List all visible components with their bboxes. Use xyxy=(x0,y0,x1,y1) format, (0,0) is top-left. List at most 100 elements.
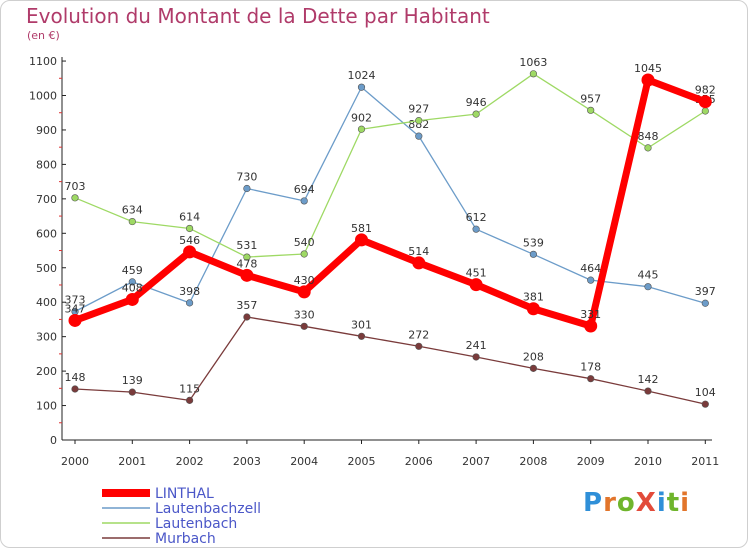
x-tick-label: 2007 xyxy=(462,455,490,468)
data-point xyxy=(240,268,254,282)
data-point xyxy=(644,144,652,152)
data-point xyxy=(300,322,308,330)
logo-letter: r xyxy=(603,488,617,518)
legend-label: Murbach xyxy=(155,531,216,547)
data-point xyxy=(355,233,368,247)
data-label: 730 xyxy=(236,171,257,184)
data-label: 946 xyxy=(466,96,487,109)
data-point xyxy=(186,224,194,233)
data-label: 902 xyxy=(351,111,372,124)
data-label: 115 xyxy=(179,382,200,395)
data-point xyxy=(415,132,423,140)
data-label: 581 xyxy=(351,222,372,235)
data-label: 546 xyxy=(179,234,200,247)
chart-title: Evolution du Montant de la Dette par Hab… xyxy=(26,4,490,28)
data-point xyxy=(472,110,480,118)
data-point xyxy=(68,313,82,327)
data-label: 694 xyxy=(294,183,315,196)
y-tick-label: 200 xyxy=(36,365,57,378)
data-label: 445 xyxy=(638,269,659,282)
y-tick-label: 100 xyxy=(36,400,57,413)
data-label: 178 xyxy=(580,361,601,374)
data-label: 148 xyxy=(65,371,86,384)
data-label: 1045 xyxy=(634,62,662,75)
data-label: 104 xyxy=(695,386,716,399)
data-label: 539 xyxy=(523,236,544,249)
unit-label: (en €) xyxy=(27,29,60,42)
data-point xyxy=(71,385,79,393)
proxiti-logo: ProXiti xyxy=(583,488,690,518)
data-point xyxy=(587,276,595,284)
data-label: 208 xyxy=(523,350,544,363)
data-point xyxy=(472,225,480,233)
data-label: 614 xyxy=(179,210,200,223)
data-label: 459 xyxy=(122,264,143,277)
data-label: 540 xyxy=(294,236,315,249)
y-tick-label: 900 xyxy=(36,124,57,137)
data-point xyxy=(243,253,251,261)
data-label: 927 xyxy=(408,103,429,116)
data-label: 478 xyxy=(236,257,257,270)
data-point xyxy=(183,245,197,259)
y-tick-label: 600 xyxy=(36,227,57,240)
data-point xyxy=(472,353,480,361)
y-tick-label: 300 xyxy=(36,331,57,344)
data-label: 1063 xyxy=(519,56,547,69)
y-tick-label: 1100 xyxy=(29,55,57,68)
data-label: 330 xyxy=(294,308,315,321)
data-point xyxy=(243,313,251,321)
x-tick-label: 2011 xyxy=(691,455,719,468)
logo-letter: P xyxy=(583,488,604,518)
legend-label: Lautenbachzell xyxy=(155,501,261,517)
data-point xyxy=(128,278,136,286)
y-tick-label: 700 xyxy=(36,193,57,206)
data-point xyxy=(529,70,538,78)
series-line-linthal xyxy=(73,76,707,330)
data-label: 982 xyxy=(695,84,716,97)
data-label: 612 xyxy=(466,211,487,224)
x-tick-label: 2004 xyxy=(290,455,318,468)
data-point xyxy=(644,283,652,291)
logo-letter: i xyxy=(656,488,667,518)
y-tick-label: 800 xyxy=(36,158,57,171)
data-label: 331 xyxy=(580,308,601,321)
x-tick-label: 2001 xyxy=(118,455,146,468)
data-point xyxy=(243,184,251,193)
x-tick-label: 2005 xyxy=(348,455,376,468)
data-point xyxy=(415,117,423,125)
data-label: 398 xyxy=(179,285,200,298)
data-label: 381 xyxy=(523,291,544,304)
data-label: 430 xyxy=(294,274,315,287)
x-tick-label: 2009 xyxy=(577,455,605,468)
data-label: 408 xyxy=(122,281,143,294)
data-point xyxy=(701,299,709,307)
data-label: 634 xyxy=(122,204,143,217)
x-tick-label: 2003 xyxy=(233,455,261,468)
data-point xyxy=(71,194,79,202)
x-tick-label: 2000 xyxy=(61,455,89,468)
data-point xyxy=(469,278,483,292)
y-tick-label: 500 xyxy=(36,262,57,275)
data-point xyxy=(357,332,366,340)
data-point xyxy=(701,107,709,115)
data-label: 848 xyxy=(638,130,659,143)
data-point xyxy=(641,73,655,87)
data-point xyxy=(698,95,712,109)
data-point xyxy=(415,342,423,350)
data-label: 142 xyxy=(638,373,659,386)
data-label: 301 xyxy=(351,318,372,331)
data-point xyxy=(128,217,136,226)
data-label: 1024 xyxy=(348,69,376,82)
series-line-lautenbach xyxy=(74,73,706,258)
data-label: 373 xyxy=(65,294,86,307)
data-label: 703 xyxy=(65,180,86,193)
data-point xyxy=(125,292,139,306)
data-point xyxy=(300,250,308,258)
x-tick-label: 2002 xyxy=(176,455,204,468)
logo-letter: o xyxy=(616,488,636,518)
legend-label: LINTHAL xyxy=(155,486,214,502)
x-tick-label: 2008 xyxy=(519,455,547,468)
x-tick-label: 2010 xyxy=(634,455,662,468)
